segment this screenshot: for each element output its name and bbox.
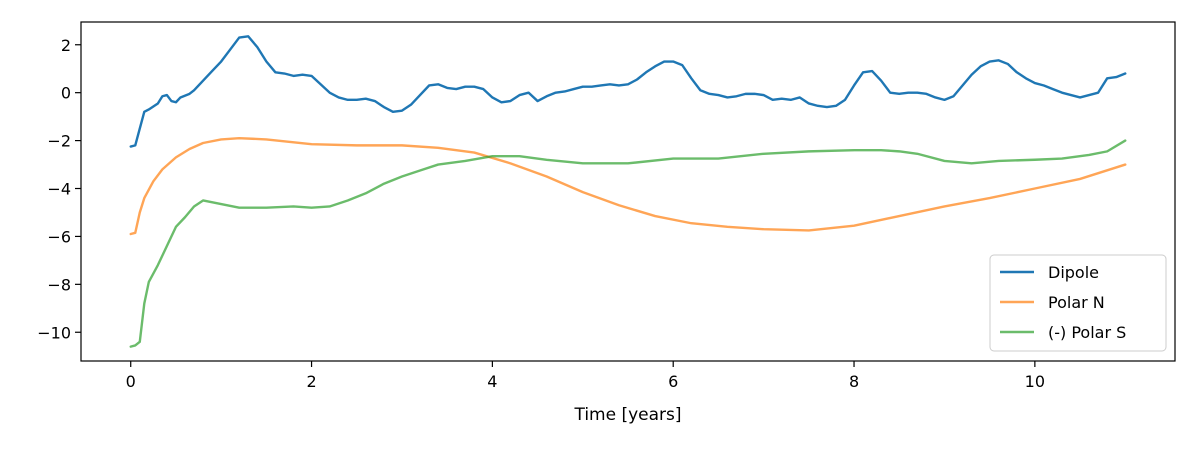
series-line-1: [129, 136, 1127, 236]
legend: Dipole Polar N (-) Polar S: [989, 254, 1167, 352]
series-line-0: [129, 35, 1127, 148]
x-tick-label: 8: [849, 372, 859, 391]
x-tick-label: 4: [487, 372, 497, 391]
y-tick-label: −10: [37, 323, 71, 342]
x-tick-label: 10: [1025, 372, 1045, 391]
y-axis: 2 0 −2 −4 −6 −8 −10: [37, 36, 81, 342]
legend-label-1: Polar N: [1048, 293, 1105, 312]
y-tick-label: −2: [47, 132, 71, 151]
x-axis: 0 2 4 6 8 10: [126, 361, 1045, 391]
series-line-2: [129, 139, 1127, 348]
y-tick-label: 0: [61, 84, 71, 103]
legend-label-2: (-) Polar S: [1048, 323, 1126, 342]
x-axis-label: Time [years]: [573, 405, 681, 425]
legend-box: [989, 254, 1167, 352]
series-layer: [129, 35, 1127, 348]
y-tick-label: −6: [47, 227, 71, 246]
y-tick-label: 2: [61, 36, 71, 55]
legend-label-0: Dipole: [1048, 263, 1099, 282]
x-tick-label: 6: [668, 372, 678, 391]
x-tick-label: 0: [126, 372, 136, 391]
y-tick-label: −8: [47, 275, 71, 294]
x-tick-label: 2: [306, 372, 316, 391]
plot-frame: [80, 21, 1176, 362]
y-tick-label: −4: [47, 180, 71, 199]
